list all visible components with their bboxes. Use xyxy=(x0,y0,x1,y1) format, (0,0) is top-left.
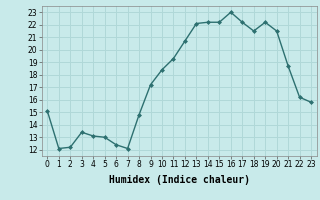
X-axis label: Humidex (Indice chaleur): Humidex (Indice chaleur) xyxy=(109,175,250,185)
